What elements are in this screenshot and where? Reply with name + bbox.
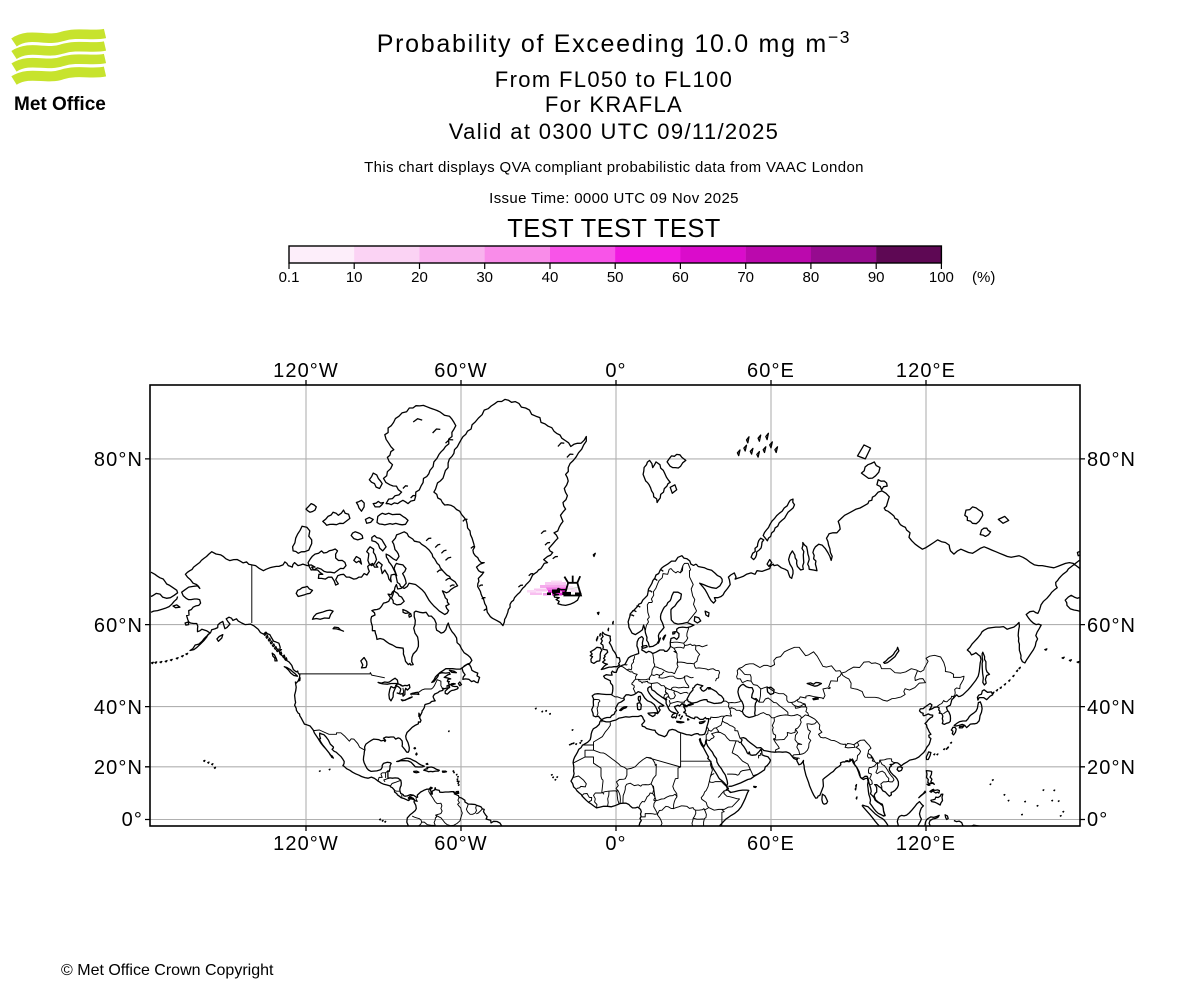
- svg-text:0°: 0°: [122, 809, 143, 831]
- svg-text:60°W: 60°W: [434, 833, 488, 855]
- svg-text:For KRAFLA: For KRAFLA: [545, 92, 683, 117]
- svg-text:20°N: 20°N: [1087, 757, 1136, 779]
- svg-text:10: 10: [346, 269, 363, 286]
- svg-text:© Met Office Crown Copyright: © Met Office Crown Copyright: [61, 962, 274, 979]
- svg-text:60: 60: [672, 269, 689, 286]
- svg-text:80°N: 80°N: [94, 449, 143, 471]
- svg-text:This chart displays QVA compli: This chart displays QVA compliant probab…: [364, 159, 864, 176]
- svg-text:TEST TEST TEST: TEST TEST TEST: [507, 215, 720, 243]
- svg-text:80: 80: [803, 269, 820, 286]
- svg-text:50: 50: [607, 269, 624, 286]
- svg-text:0°: 0°: [1087, 809, 1108, 831]
- svg-text:60°N: 60°N: [1087, 615, 1136, 637]
- svg-text:120°E: 120°E: [896, 833, 956, 855]
- svg-text:100: 100: [929, 269, 954, 286]
- svg-text:120°W: 120°W: [273, 833, 339, 855]
- svg-text:90: 90: [868, 269, 885, 286]
- svg-text:40: 40: [542, 269, 559, 286]
- svg-text:Valid at 0300 UTC 09/11/2025: Valid at 0300 UTC 09/11/2025: [449, 119, 780, 144]
- svg-text:Issue Time: 0000 UTC 09 Nov 20: Issue Time: 0000 UTC 09 Nov 2025: [489, 190, 739, 207]
- svg-text:(%): (%): [972, 269, 995, 286]
- svg-text:120°W: 120°W: [273, 360, 339, 382]
- svg-text:40°N: 40°N: [94, 697, 143, 719]
- svg-text:60°N: 60°N: [94, 615, 143, 637]
- svg-text:80°N: 80°N: [1087, 449, 1136, 471]
- svg-text:From FL050 to FL100: From FL050 to FL100: [495, 67, 733, 92]
- svg-text:20: 20: [411, 269, 428, 286]
- svg-text:40°N: 40°N: [1087, 697, 1136, 719]
- svg-text:0.1: 0.1: [279, 269, 300, 286]
- svg-text:20°N: 20°N: [94, 757, 143, 779]
- svg-text:Probability of Exceeding 10.0: Probability of Exceeding 10.0 mg m−3: [377, 27, 851, 58]
- svg-text:120°E: 120°E: [896, 360, 956, 382]
- svg-text:70: 70: [737, 269, 754, 286]
- svg-text:60°E: 60°E: [747, 833, 795, 855]
- svg-text:0°: 0°: [605, 833, 626, 855]
- svg-text:60°W: 60°W: [434, 360, 488, 382]
- svg-text:60°E: 60°E: [747, 360, 795, 382]
- svg-text:Met Office: Met Office: [14, 94, 106, 115]
- svg-text:30: 30: [476, 269, 493, 286]
- svg-text:0°: 0°: [605, 360, 626, 382]
